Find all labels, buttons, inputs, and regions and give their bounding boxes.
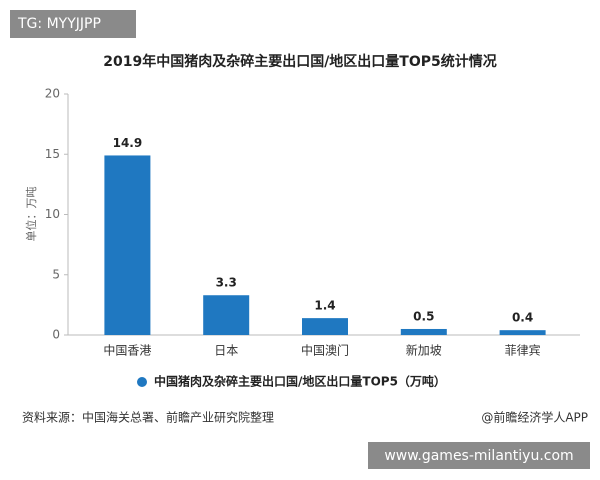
value-label: 0.4 [512,311,533,325]
watermark-box [368,442,590,469]
y-tick-label: 10 [45,207,60,221]
legend-marker [137,377,147,387]
y-tick-label: 20 [45,87,60,101]
tag-box [10,10,136,38]
value-label: 3.3 [216,276,237,290]
bar [104,155,151,335]
chart-title: 2019年中国猪肉及杂碎主要出口国/地区出口量TOP5统计情况 [103,53,497,70]
bar [400,328,447,335]
x-tick-label: 中国澳门 [301,343,349,358]
value-label: 1.4 [314,299,335,313]
tag: TG: MYYJJPP [17,16,101,32]
x-tick-label: 中国香港 [103,343,151,358]
source: 资料来源：中国海关总署、前瞻产业研究院整理 [22,410,274,425]
watermark: www.games-milantiyu.com [384,448,573,464]
credit: @前瞻经济学人APP [481,410,588,425]
y-tick-label: 15 [45,147,60,161]
bar [499,330,546,335]
y-tick-label: 5 [52,267,60,281]
x-tick-label: 菲律宾 [505,343,541,358]
legend-label: 中国猪肉及杂碎主要出口国/地区出口量TOP5（万吨） [154,374,446,389]
x-tick-label: 新加坡 [406,343,442,358]
bar [203,295,250,335]
y-axis-label: 单位：万吨 [24,187,38,242]
y-tick-label: 0 [52,328,60,342]
bar [302,318,348,335]
value-label: 0.5 [413,309,434,323]
value-label: 14.9 [113,136,143,150]
x-tick-label: 日本 [214,344,238,358]
